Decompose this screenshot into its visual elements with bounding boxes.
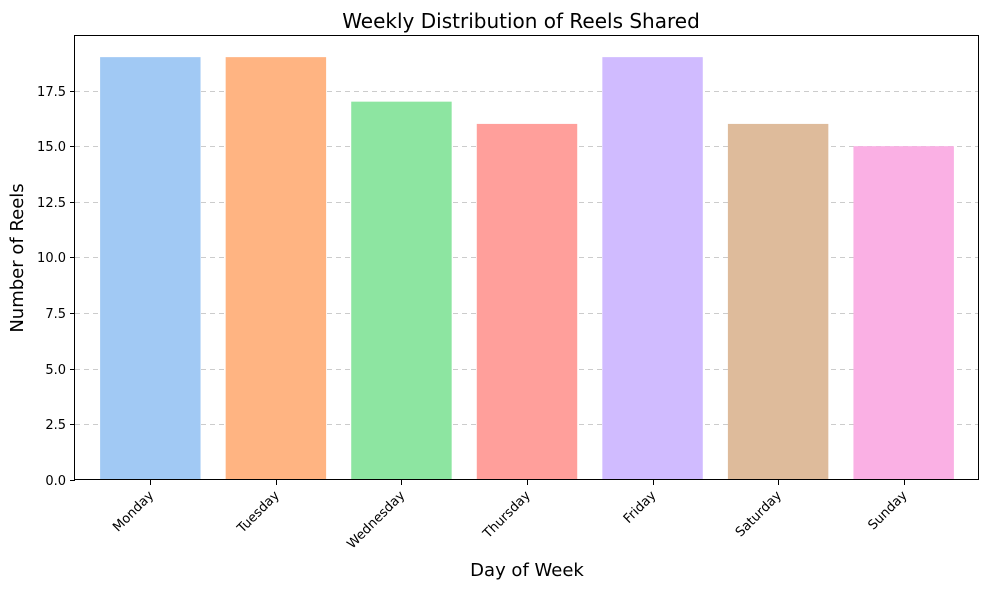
y-tick-label: 2.5 bbox=[45, 418, 66, 433]
bar-friday bbox=[602, 57, 703, 481]
y-tick-label: 17.5 bbox=[37, 85, 66, 100]
bar-tuesday bbox=[225, 57, 327, 481]
x-axis: Monday Tuesday Wednesday Thursday Friday Satu… bbox=[110, 480, 911, 552]
x-tick-label: Wednesday bbox=[344, 488, 408, 552]
y-tick-label: 0.0 bbox=[45, 474, 66, 489]
y-axis: 0.0 2.5 5.0 7.5 10.0 12.5 15.0 17.5 bbox=[37, 85, 75, 489]
y-axis-label: Number of Reels bbox=[7, 183, 28, 332]
y-tick-label: 10.0 bbox=[37, 251, 66, 266]
x-tick-label: Sunday bbox=[865, 488, 910, 533]
bar-wednesday bbox=[351, 101, 452, 480]
y-tick-label: 7.5 bbox=[45, 307, 66, 322]
bars bbox=[100, 57, 954, 481]
y-tick-label: 12.5 bbox=[37, 196, 66, 211]
y-tick-label: 5.0 bbox=[45, 363, 66, 378]
x-axis-label: Day of Week bbox=[470, 560, 584, 581]
x-tick-label: Thursday bbox=[480, 488, 534, 542]
x-tick-label: Monday bbox=[110, 488, 157, 535]
chart-title: Weekly Distribution of Reels Shared bbox=[342, 9, 700, 33]
bar-thursday bbox=[476, 123, 578, 480]
bar-saturday bbox=[727, 123, 829, 480]
x-tick-label: Saturday bbox=[733, 488, 785, 540]
bar-monday bbox=[100, 57, 201, 481]
y-tick-label: 15.0 bbox=[37, 140, 66, 155]
bar-sunday bbox=[853, 146, 954, 481]
plot-frame bbox=[74, 35, 979, 480]
x-tick-label: Friday bbox=[621, 488, 660, 527]
x-tick-label: Tuesday bbox=[234, 488, 283, 537]
